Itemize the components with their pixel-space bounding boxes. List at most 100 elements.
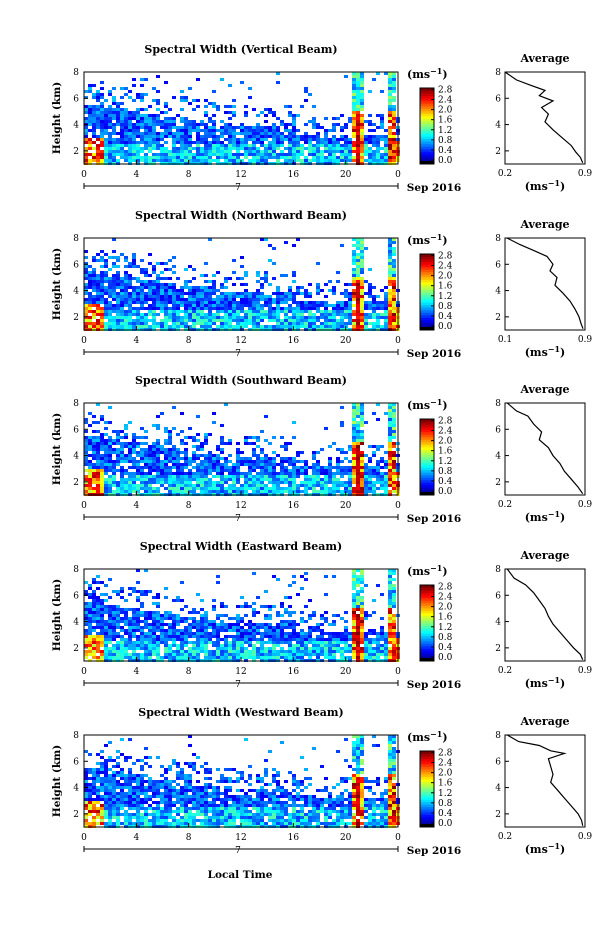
heatmap-cell — [240, 457, 244, 460]
heatmap-cell — [164, 653, 168, 656]
heatmap-cell — [244, 129, 248, 132]
heatmap-cell — [340, 448, 344, 451]
heatmap-cell — [140, 647, 144, 650]
heatmap-cell — [304, 319, 308, 322]
heatmap-cell — [148, 159, 152, 162]
heatmap-cell — [276, 478, 280, 481]
heatmap-cell — [388, 415, 392, 418]
heatmap-cell — [128, 475, 132, 478]
heatmap-cell — [184, 650, 188, 653]
heatmap-cell — [276, 301, 280, 304]
heatmap-cell — [280, 638, 284, 641]
heatmap-cell — [156, 153, 160, 156]
heatmap-cell — [96, 96, 100, 99]
heatmap-cell — [364, 304, 368, 307]
heatmap-cell — [360, 454, 364, 457]
heatmap-cell — [308, 283, 312, 286]
heatmap-cell — [352, 156, 356, 159]
heatmap-cell — [276, 141, 280, 144]
heatmap-cell — [100, 120, 104, 123]
heatmap-cell — [256, 611, 260, 614]
heatmap-cell — [116, 436, 120, 439]
heatmap-cell — [184, 298, 188, 301]
heatmap-cell — [304, 123, 308, 126]
heatmap-cell — [312, 451, 316, 454]
heatmap-cell — [100, 614, 104, 617]
heatmap-cell — [388, 159, 392, 162]
heatmap-cell — [376, 472, 380, 475]
heatmap-cell — [360, 262, 364, 265]
heatmap-cell — [372, 451, 376, 454]
heatmap-cell — [216, 325, 220, 328]
heatmap-cell — [352, 268, 356, 271]
heatmap-cell — [188, 475, 192, 478]
heatmap-cell — [364, 484, 368, 487]
heatmap-cell — [92, 611, 96, 614]
heatmap-cell — [264, 475, 268, 478]
heatmap-cell — [252, 144, 256, 147]
heatmap-cell — [128, 466, 132, 469]
heatmap-cell — [188, 629, 192, 632]
heatmap-cell — [212, 307, 216, 310]
heatmap-cell — [316, 325, 320, 328]
heatmap-cell — [240, 325, 244, 328]
heatmap-cell — [264, 274, 268, 277]
heatmap-cell — [164, 587, 168, 590]
heatmap-cell — [88, 454, 92, 457]
heatmap-cell — [144, 641, 148, 644]
heatmap-cell — [212, 608, 216, 611]
heatmap-cell — [104, 280, 108, 283]
heatmap-cell — [200, 644, 204, 647]
heatmap-cell — [224, 635, 228, 638]
heatmap-cell — [200, 599, 204, 602]
heatmap-cell — [108, 614, 112, 617]
heatmap-cell — [88, 108, 92, 111]
heatmap-cell — [236, 475, 240, 478]
colorbar-swatch — [420, 489, 434, 493]
heatmap-cell — [376, 126, 380, 129]
heatmap-cell — [304, 289, 308, 292]
heatmap-cell — [124, 623, 128, 626]
heatmap-cell — [216, 487, 220, 490]
heatmap-cell — [368, 481, 372, 484]
heatmap-cell — [228, 629, 232, 632]
heatmap-cell — [92, 635, 96, 638]
heatmap-cell — [212, 605, 216, 608]
heatmap-cell — [292, 421, 296, 424]
heatmap-cell — [156, 141, 160, 144]
heatmap-cell — [116, 111, 120, 114]
heatmap-cell — [276, 454, 280, 457]
heatmap-cell — [152, 602, 156, 605]
heatmap-cell — [180, 129, 184, 132]
heatmap-cell — [196, 313, 200, 316]
heatmap-cell — [116, 301, 120, 304]
heatmap-cell — [144, 653, 148, 656]
heatmap-cell — [88, 653, 92, 656]
heatmap-cell — [384, 153, 388, 156]
heatmap-cell — [156, 99, 160, 102]
heatmap-cell — [388, 90, 392, 93]
heatmap-cell — [356, 301, 360, 304]
heatmap-cell — [296, 144, 300, 147]
heatmap-cell — [196, 469, 200, 472]
heatmap-cell — [380, 304, 384, 307]
heatmap-cell — [232, 138, 236, 141]
heatmap-cell — [104, 99, 108, 102]
colorbar-tick-label: 0.8 — [438, 302, 453, 312]
heatmap-cell — [284, 623, 288, 626]
heatmap-cell — [180, 478, 184, 481]
heatmap-cell — [160, 463, 164, 466]
heatmap-cell — [196, 650, 200, 653]
heatmap-cell — [204, 463, 208, 466]
heatmap-cell — [260, 304, 264, 307]
heatmap-cell — [92, 84, 96, 87]
heatmap-cell — [220, 620, 224, 623]
heatmap-cell — [196, 484, 200, 487]
heatmap-cell — [248, 132, 252, 135]
heatmap-cell — [320, 301, 324, 304]
heatmap-cell — [268, 316, 272, 319]
heatmap-cell — [196, 316, 200, 319]
heatmap-cell — [212, 322, 216, 325]
heatmap-cell — [340, 129, 344, 132]
heatmap-cell — [360, 295, 364, 298]
